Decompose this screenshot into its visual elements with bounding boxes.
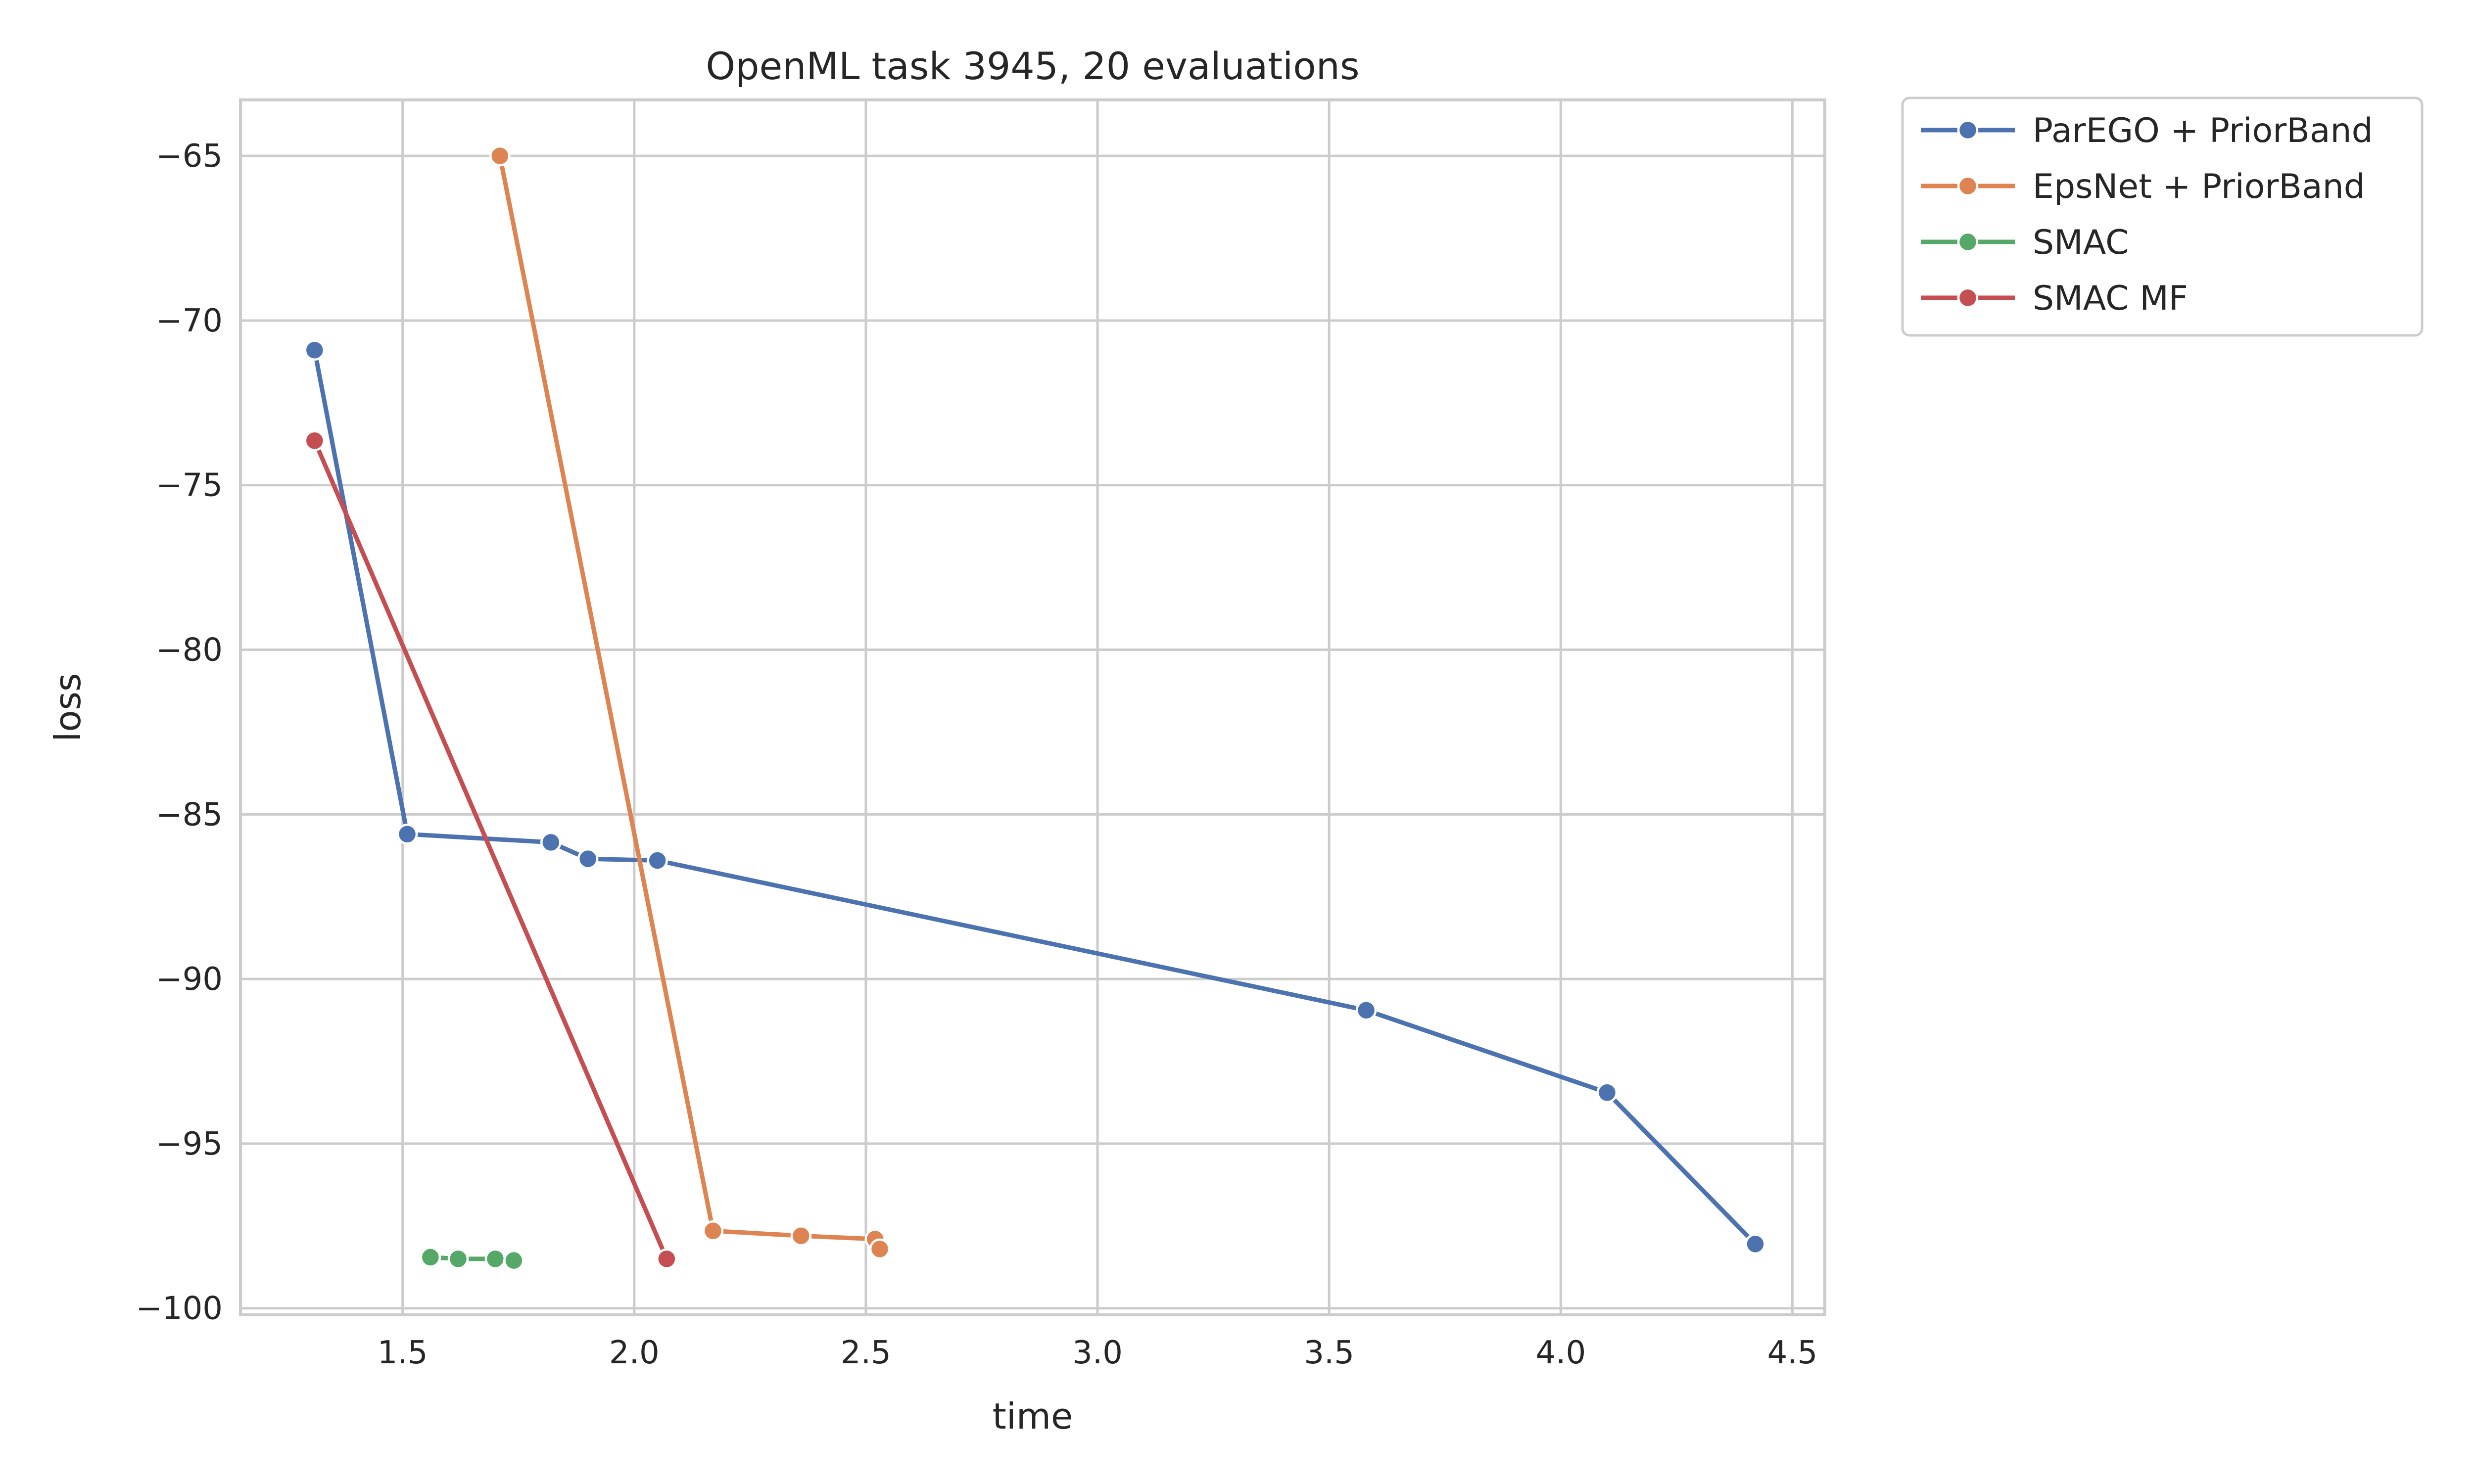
data-point — [420, 1247, 441, 1268]
y-tick-label: −75 — [156, 467, 223, 504]
chart-title: OpenML task 3945, 20 evaluations — [706, 44, 1359, 88]
series-layer — [304, 145, 1766, 1271]
legend-label: SMAC — [2033, 223, 2129, 262]
y-tick-label: −80 — [156, 632, 223, 669]
x-tick-label: 2.0 — [609, 1335, 660, 1371]
legend-item: SMAC — [1921, 223, 2129, 262]
data-point — [1596, 1082, 1618, 1103]
series-0 — [304, 339, 1766, 1255]
x-tick-label: 1.5 — [378, 1335, 428, 1371]
legend-frame — [1901, 96, 2424, 337]
x-tick-label: 3.5 — [1304, 1335, 1354, 1371]
data-point — [304, 430, 326, 452]
data-point — [1745, 1233, 1766, 1255]
y-tick-label: −100 — [136, 1291, 223, 1327]
legend-marker — [1957, 231, 1979, 253]
y-tick-label: −65 — [156, 138, 223, 175]
y-axis-ticks: −65 −70 −75 −80 −85 −90 −95 −100 — [136, 138, 223, 1327]
data-point — [647, 850, 668, 871]
plot-frame — [239, 98, 1826, 1316]
legend-marker — [1957, 287, 1979, 309]
x-axis-title: time — [993, 1395, 1073, 1437]
data-point — [540, 832, 562, 853]
x-tick-label: 4.5 — [1767, 1335, 1818, 1371]
legend-item: EpsNet + PriorBand — [1921, 167, 2365, 206]
x-tick-label: 4.0 — [1535, 1335, 1586, 1371]
data-point — [489, 145, 511, 167]
series-line — [312, 438, 669, 1261]
legend-label: SMAC MF — [2033, 279, 2188, 318]
series-3 — [304, 430, 677, 1270]
series-1 — [489, 145, 891, 1260]
x-tick-label: 2.5 — [841, 1335, 891, 1371]
data-point — [484, 1248, 506, 1270]
data-point — [396, 823, 418, 845]
x-axis-ticks: 1.5 2.0 2.5 3.0 3.5 4.0 4.5 — [378, 1335, 1818, 1371]
data-point — [869, 1238, 891, 1260]
grid — [240, 100, 1825, 1315]
legend-marker — [1957, 119, 1979, 141]
data-point — [656, 1248, 677, 1270]
series-2 — [420, 1247, 524, 1271]
data-point — [1355, 1000, 1377, 1021]
data-point — [447, 1248, 469, 1270]
legend-item: SMAC MF — [1921, 279, 2188, 318]
data-point — [503, 1250, 524, 1271]
y-axis-title: loss — [47, 673, 89, 742]
data-point — [702, 1220, 724, 1242]
series-line — [312, 348, 1758, 1247]
legend-label: ParEGO + PriorBand — [2033, 111, 2373, 150]
y-tick-label: −95 — [156, 1126, 223, 1162]
legend: ParEGO + PriorBand EpsNet + PriorBand SMAC… — [1901, 96, 2424, 337]
legend-label: EpsNet + PriorBand — [2033, 167, 2365, 206]
y-tick-label: −70 — [156, 303, 223, 339]
data-point — [577, 848, 599, 870]
data-point — [304, 339, 326, 361]
y-tick-label: −90 — [156, 961, 223, 998]
y-tick-label: −85 — [156, 796, 223, 833]
legend-marker — [1957, 175, 1979, 197]
legend-item: ParEGO + PriorBand — [1921, 111, 2373, 150]
x-tick-label: 3.0 — [1072, 1335, 1123, 1371]
data-point — [790, 1225, 812, 1247]
